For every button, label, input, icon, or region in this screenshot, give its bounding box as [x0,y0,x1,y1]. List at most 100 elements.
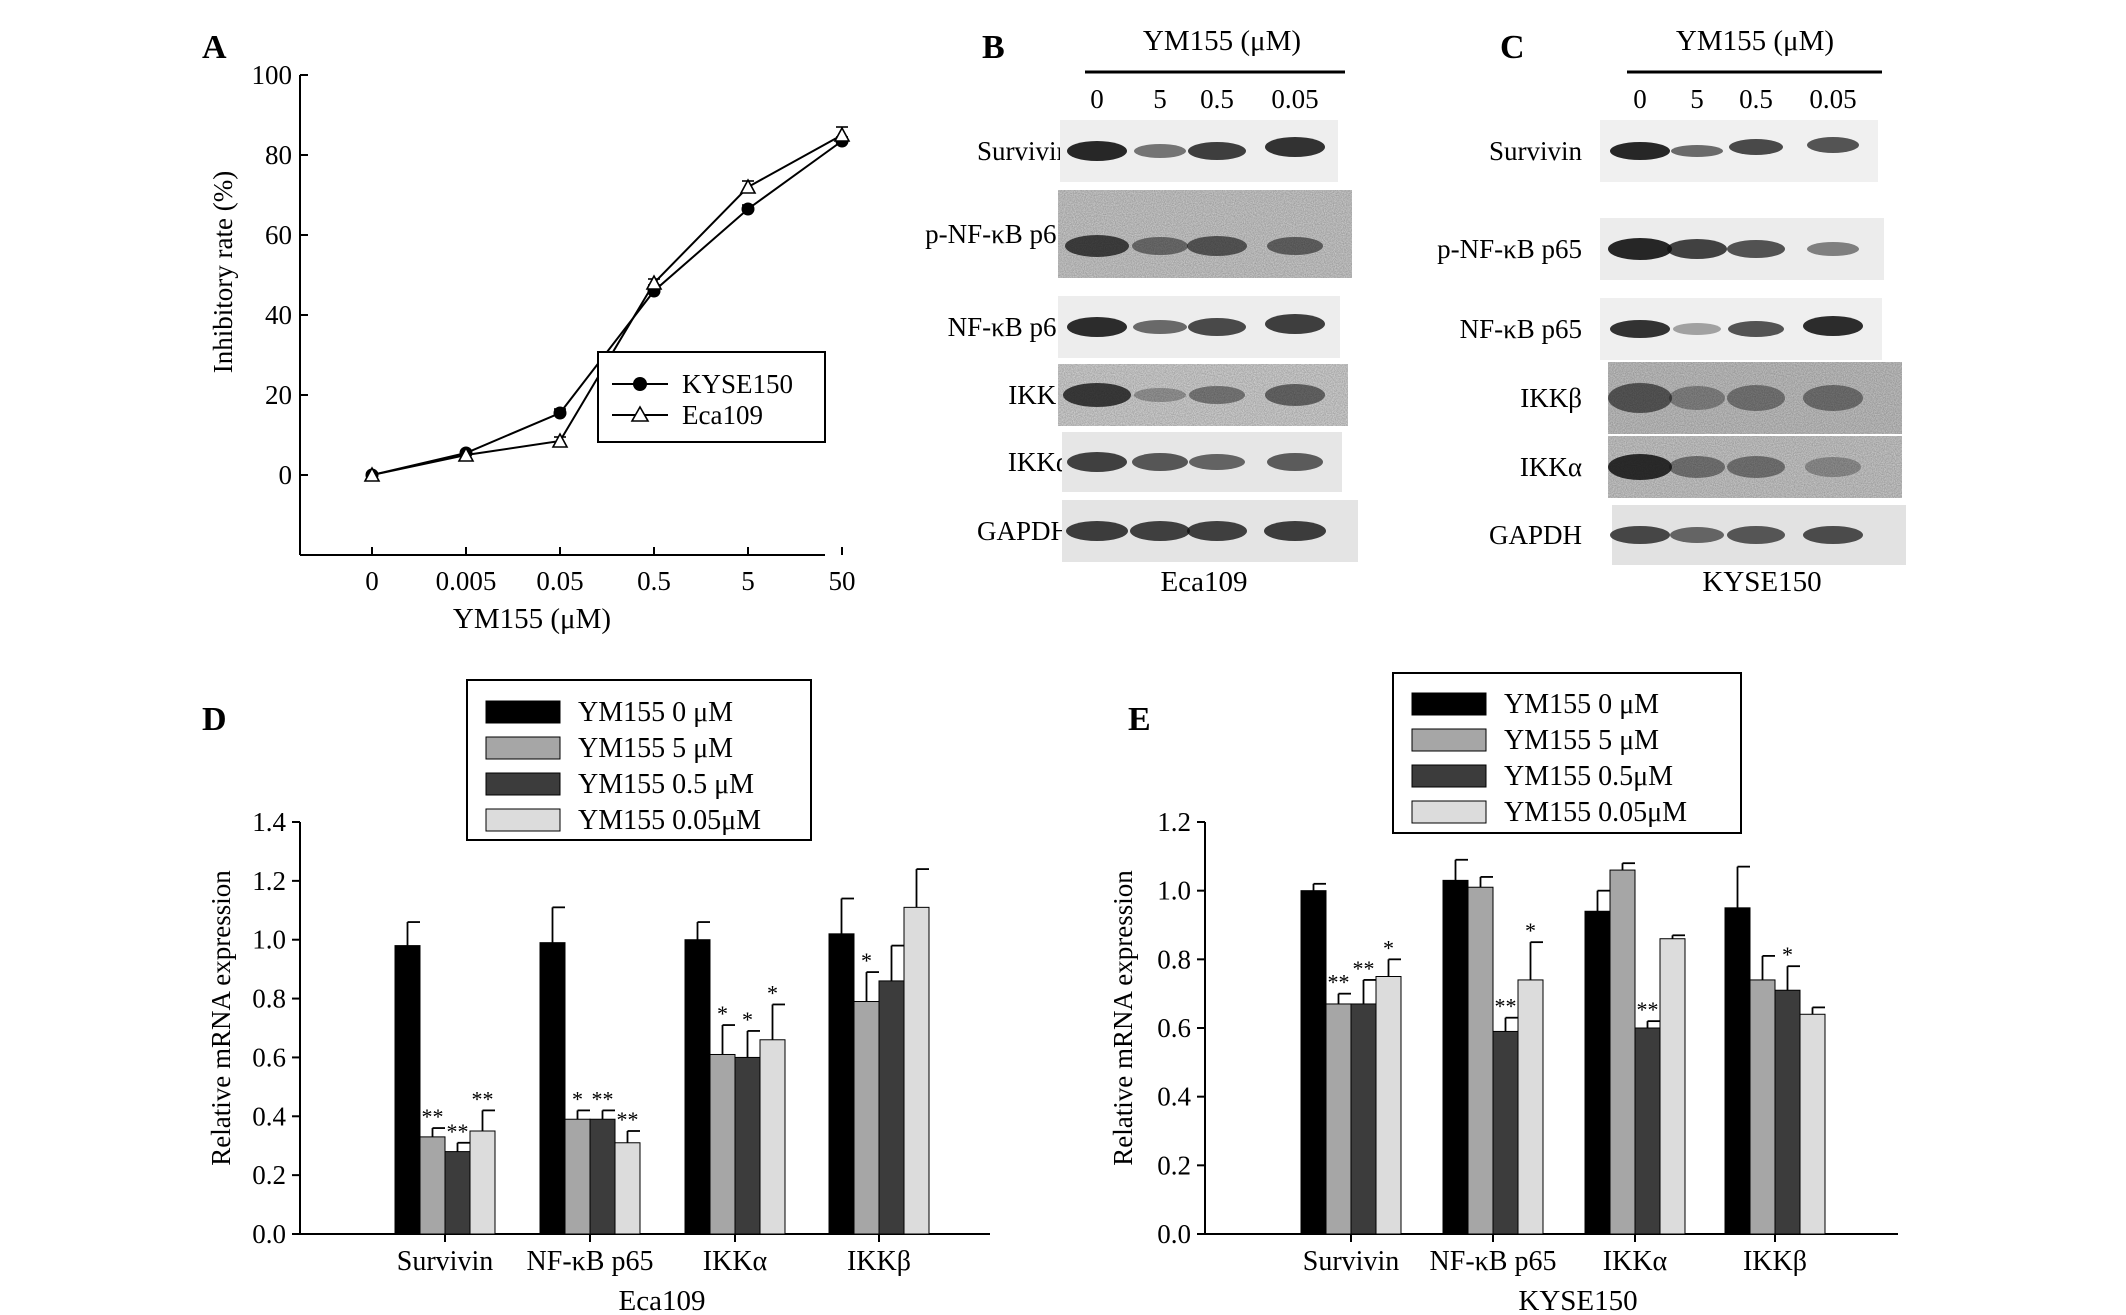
lane-label-0-5: 0.5 [1739,84,1773,114]
bar-ikk-ym155-5-m [1609,869,1636,1235]
bar-ikk-ym155-0-m [828,933,855,1235]
bar-ikk-ym155-0-05-m [1659,938,1686,1235]
panel-d: D 0.00.20.40.60.81.01.21.4Survivin******… [202,679,990,1315]
panel-c: C YM155 (μM) 0 5 0.5 0.05 Survivin p-NF-κB p… [1437,25,1906,598]
significance-mark: ** [472,1086,494,1111]
bar-survivin-ym155-0-05-m [469,1130,496,1235]
bar-ikk-ym155-0-05-m [1799,1013,1826,1235]
significance-mark: ** [592,1086,614,1111]
legend-swatch-ym155-0-m [1411,692,1487,716]
bar-ikk-ym155-0-5-m [734,1056,761,1235]
bar-nf-b-p65-ym155-5-m [564,1118,591,1235]
significance-mark: * [1383,935,1394,960]
band-p-nf-b-p65-lane-0 [1065,235,1129,257]
significance-mark: * [717,1001,728,1026]
legend-swatch-ym155-0-m [485,700,561,724]
band-ikk-lane-0-5 [1727,456,1785,478]
protein-label-survivin: Survivin [977,136,1071,166]
bar-ikk-ym155-5-m [709,1053,736,1235]
band-gapdh-lane-0-05 [1264,521,1326,541]
band-ikk-lane-5 [1134,388,1186,402]
blot-texture-p-nf-b-p65 [1058,190,1352,278]
band-survivin-lane-0 [1067,141,1127,161]
bar-ikk-ym155-0-05-m [759,1039,786,1235]
bar-survivin-ym155-5-m [1325,1003,1352,1235]
band-p-nf-b-p65-lane-0 [1608,238,1672,260]
protein-label-ikk: IKKβ [1520,383,1582,413]
significance-mark: ** [617,1107,639,1132]
protein-label-nf-b-p65: NF-κB p65 [948,312,1070,342]
legend-swatch-ym155-0-5-m [485,772,561,796]
band-survivin-lane-0-5 [1729,139,1783,155]
bar-ikk-ym155-5-m [1749,979,1776,1235]
panel-c-blots: Survivin p-NF-κB p65 NF-κB p65 IKKβ IKKα GAPD… [1437,120,1906,565]
band-nf-b-p65-lane-0 [1067,317,1127,337]
protein-label-gapdh: GAPDH [977,516,1070,546]
point-kyse150 [741,202,755,216]
significance-mark: ** [447,1119,469,1144]
legend-kyse150-label: KYSE150 [682,369,793,399]
protein-label-ikk: IKKα [1520,452,1582,482]
band-gapdh-lane-0-5 [1187,521,1247,541]
band-gapdh-lane-0-05 [1803,526,1863,544]
band-ikk-lane-0-5 [1189,386,1245,404]
significance-mark: ** [1637,997,1659,1022]
significance-mark: ** [422,1104,444,1129]
band-nf-b-p65-lane-0 [1610,320,1670,338]
legend-label-ym155-0-05-m: YM155 0.05μM [1504,797,1687,828]
band-survivin-lane-0-05 [1807,137,1859,153]
band-survivin-lane-5 [1671,145,1723,157]
panel-e-letter: E [1128,701,1151,738]
significance-mark: ** [1495,994,1517,1019]
x-tick-label-50: 50 [829,566,856,596]
category-label-survivin: Survivin [1303,1246,1399,1277]
panel-a-plot: 0 20 40 60 80 100 0 0.005 0.05 0.5 5 50 [252,60,856,596]
x-tick-label-0-05: 0.05 [536,566,583,596]
y-tick-label-0-4: 0.4 [252,1101,286,1131]
legend-eca109-marker [630,405,650,422]
band-ikk-lane-5 [1669,386,1725,410]
bar-survivin-ym155-0-05-m [1375,976,1402,1235]
band-p-nf-b-p65-lane-0-5 [1727,240,1785,258]
band-survivin-lane-0 [1610,142,1670,160]
band-nf-b-p65-lane-5 [1673,323,1721,335]
bar-ikk-ym155-0-05-m [903,906,930,1235]
point-eca109 [551,432,569,448]
significance-mark: ** [1328,970,1350,995]
legend-label-ym155-0-5-m: YM155 0.5 μM [578,769,754,800]
band-nf-b-p65-lane-5 [1133,320,1187,334]
y-tick-label-100: 100 [252,60,293,90]
category-label-ikk: IKKβ [1743,1246,1807,1277]
panel-d-legend: YM155 0 μM YM155 5 μM YM155 0.5 μM YM155 0.… [466,679,812,841]
y-tick-label-0-8: 0.8 [1157,944,1191,974]
category-label-ikk: IKKα [1603,1246,1668,1277]
panel-e-x-label: KYSE150 [1518,1285,1637,1315]
panel-b: B YM155 (μM) 0 5 0.5 0.05 Survivin p-NF-κB p… [925,25,1358,598]
category-label-nf-b-p65: NF-κB p65 [527,1246,654,1277]
band-ikk-lane-0 [1063,383,1131,407]
significance-mark: * [1525,918,1536,943]
band-ikk-lane-0-05 [1267,453,1323,471]
legend-swatch-ym155-0-5-m [1411,764,1487,788]
point-eca109 [645,274,663,290]
point-eca109 [457,446,475,462]
y-tick-label-40: 40 [265,300,292,330]
legend-label-ym155-5-m: YM155 5 μM [578,733,733,764]
x-tick-label-0-005: 0.005 [436,566,497,596]
bar-ikk-ym155-5-m [853,1001,880,1235]
panel-c-cell-line: KYSE150 [1702,566,1821,598]
y-tick-label-0-6: 0.6 [1157,1013,1191,1043]
lane-label-5: 5 [1153,84,1167,114]
legend-swatch-ym155-5-m [485,736,561,760]
y-tick-label-0-6: 0.6 [252,1042,286,1072]
panel-c-letter: C [1500,29,1525,66]
band-ikk-lane-5 [1669,456,1725,478]
bar-nf-b-p65-ym155-0-m [539,942,566,1235]
y-tick-label-1-2: 1.2 [252,866,286,896]
band-gapdh-lane-5 [1670,527,1724,543]
x-tick-label-5: 5 [741,566,755,596]
band-p-nf-b-p65-lane-5 [1132,237,1188,255]
band-nf-b-p65-lane-0-05 [1803,316,1863,336]
band-p-nf-b-p65-lane-0-5 [1187,236,1247,256]
